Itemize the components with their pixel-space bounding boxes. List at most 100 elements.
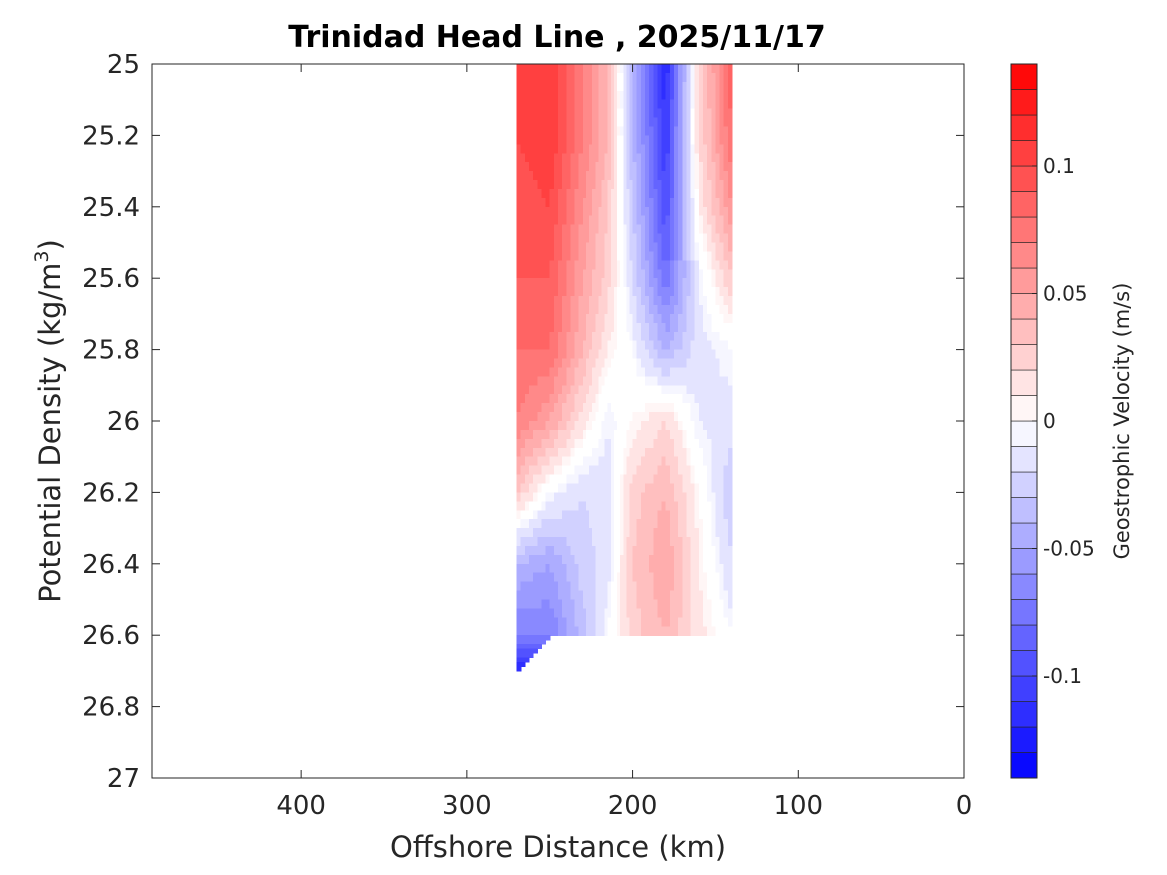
contour-cell	[585, 474, 590, 485]
contour-cell	[545, 376, 551, 386]
contour-cell	[636, 403, 642, 413]
contour-cell	[592, 197, 596, 208]
contour-cell	[516, 394, 522, 404]
contour-cell	[626, 358, 631, 369]
contour-cell	[524, 358, 530, 369]
contour-cell	[636, 296, 642, 306]
contour-cell	[541, 421, 547, 431]
contour-cell	[545, 126, 551, 136]
contour-cell	[682, 483, 688, 493]
contour-cell	[632, 331, 638, 342]
contour-cell	[629, 492, 634, 502]
contour-cell	[657, 447, 663, 458]
contour-cell	[715, 340, 721, 351]
colorbar-label: Geostrophic Velocity (m/s)	[1110, 283, 1134, 560]
contour-cell	[582, 197, 587, 208]
contour-cell	[592, 438, 596, 449]
contour-cell	[640, 429, 646, 440]
contour-cell	[607, 251, 612, 261]
contour-cell	[632, 340, 638, 351]
contour-cell	[636, 126, 642, 136]
contour-cell	[703, 242, 708, 253]
contour-cell	[620, 72, 624, 83]
contour-cell	[529, 260, 534, 270]
contour-cell	[585, 153, 590, 163]
contour-cell	[601, 554, 606, 565]
contour-cell	[629, 287, 634, 297]
contour-cell	[598, 313, 603, 324]
contour-cell	[636, 528, 642, 538]
contour-cell	[553, 135, 559, 145]
contour-cell	[698, 322, 704, 333]
contour-cell	[686, 563, 692, 574]
contour-cell	[661, 304, 667, 315]
contour-cell	[649, 394, 654, 404]
contour-cell	[727, 260, 733, 270]
contour-cell	[570, 501, 576, 511]
contour-cell	[686, 456, 692, 467]
contour-cell	[711, 242, 717, 253]
contour-cell	[589, 126, 593, 136]
contour-cell	[604, 269, 609, 279]
contour-cell	[623, 313, 627, 324]
contour-cell	[711, 537, 717, 547]
contour-cell	[636, 492, 642, 502]
contour-cell	[649, 90, 654, 101]
contour-cell	[533, 563, 538, 574]
contour-cell	[661, 429, 667, 440]
contour-cell	[711, 224, 717, 235]
contour-cell	[623, 608, 627, 618]
contour-cell	[649, 421, 654, 431]
contour-cell	[698, 296, 704, 306]
contour-cell	[690, 233, 696, 244]
contour-cell	[727, 483, 733, 493]
contour-cell	[686, 537, 692, 547]
contour-cell	[632, 519, 638, 529]
contour-cell	[678, 358, 683, 369]
contour-cell	[589, 474, 593, 485]
contour-cell	[566, 376, 572, 386]
contour-cell	[632, 304, 638, 315]
chart-title: Trinidad Head Line , 2025/11/17	[288, 20, 825, 55]
contour-cell	[723, 153, 729, 163]
contour-cell	[653, 492, 659, 502]
contour-cell	[620, 171, 624, 181]
contour-cell	[727, 197, 733, 208]
contour-cell	[610, 537, 615, 547]
contour-cell	[558, 144, 563, 154]
contour-cell	[661, 385, 667, 395]
contour-cell	[632, 349, 638, 360]
contour-cell	[623, 501, 627, 511]
contour-cell	[657, 572, 663, 583]
contour-cell	[661, 144, 667, 154]
contour-cell	[645, 296, 650, 306]
contour-cell	[604, 224, 609, 235]
contour-cell	[613, 572, 618, 583]
contour-cell	[592, 135, 596, 145]
contour-cell	[626, 385, 631, 395]
contour-cell	[686, 421, 692, 431]
contour-cell	[610, 474, 615, 485]
contour-cell	[694, 599, 700, 610]
contour-cell	[715, 162, 721, 172]
contour-cell	[529, 206, 534, 217]
contour-cell	[570, 492, 576, 502]
contour-cell	[558, 528, 563, 538]
contour-cell	[649, 545, 654, 556]
contour-cell	[589, 153, 593, 163]
contour-cell	[607, 510, 612, 520]
contour-cell	[516, 537, 522, 547]
contour-cell	[558, 519, 563, 529]
contour-cell	[617, 81, 621, 92]
contour-cell	[589, 144, 593, 154]
contour-cell	[636, 153, 642, 163]
contour-cell	[613, 510, 618, 520]
contour-cell	[682, 376, 688, 386]
contour-cell	[678, 64, 683, 74]
contour-cell	[649, 537, 654, 547]
contour-cell	[678, 171, 683, 181]
contour-cell	[592, 242, 596, 253]
contour-cell	[545, 188, 551, 199]
contour-cell	[595, 385, 599, 395]
contour-cell	[678, 447, 683, 458]
